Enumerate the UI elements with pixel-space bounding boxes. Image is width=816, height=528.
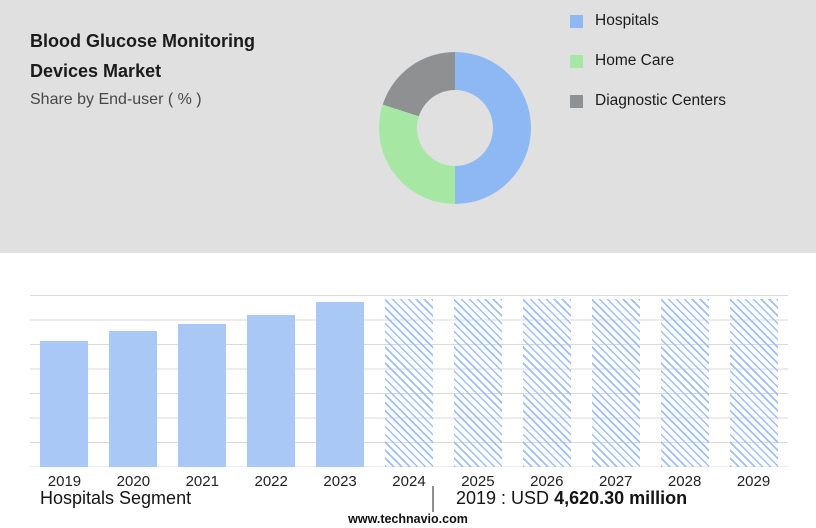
bar-2019: [40, 340, 89, 467]
caption-value-bold: 4,620.30 million: [554, 488, 688, 508]
legend-label-home-care: Home Care: [595, 52, 675, 69]
bar-2024: [384, 299, 433, 467]
legend-item-home-care: Home Care: [570, 52, 726, 69]
legend-item-diagnostic-centers: Diagnostic Centers: [570, 92, 726, 109]
bar-2026: [522, 299, 571, 467]
caption-value-prefix: 2019 : USD: [456, 488, 555, 508]
donut-hole: [417, 90, 493, 166]
legend-item-hospitals: Hospitals: [570, 12, 726, 29]
caption-row: Hospitals Segment 2019 : USD 4,620.30 mi…: [0, 486, 816, 514]
bar-2025: [453, 299, 502, 467]
bar-2020: [109, 331, 158, 467]
x-tick-2025: 2025: [461, 473, 495, 490]
donut-legend: Hospitals Home Care Diagnostic Centers: [570, 12, 726, 134]
legend-swatch-home-care: [570, 54, 583, 68]
segment-label: Hospitals Segment: [40, 488, 192, 508]
header-panel: Blood Glucose Monitoring Devices Market …: [0, 0, 816, 253]
bar-2027: [591, 299, 640, 467]
title-block: Blood Glucose Monitoring Devices Market …: [30, 26, 255, 109]
bar-2022: [247, 314, 296, 467]
bars-row: [30, 295, 788, 467]
x-tick-2020: 2020: [116, 473, 151, 490]
x-tick-2029: 2029: [736, 473, 771, 490]
bar-slot-2023: [306, 295, 375, 467]
bar-2023: [316, 302, 365, 467]
legend-swatch-hospitals: [570, 14, 583, 28]
bar-slot-2024: [375, 295, 444, 467]
bar-2021: [178, 324, 227, 467]
bar-2028: [660, 299, 709, 467]
bar-slot-2029: [719, 295, 788, 467]
bar-slot-2022: [237, 295, 306, 467]
caption-separator: [432, 486, 434, 512]
legend-swatch-diagnostic-centers: [570, 94, 583, 108]
x-tick-2026: 2026: [530, 473, 564, 490]
page-title-line1: Blood Glucose Monitoring: [30, 31, 255, 51]
bar-2029: [729, 299, 778, 467]
caption-value: 2019 : USD 4,620.30 million: [456, 488, 687, 509]
bar-slot-2019: [30, 295, 99, 467]
x-tick-2027: 2027: [599, 473, 633, 490]
footer-url: www.technavio.com: [348, 512, 468, 526]
bar-slot-2027: [581, 295, 650, 467]
x-tick-2024: 2024: [392, 473, 426, 490]
bar-slot-2028: [650, 295, 719, 467]
x-tick-2023: 2023: [323, 473, 357, 490]
legend-label-hospitals: Hospitals: [595, 12, 659, 29]
bar-slot-2025: [443, 295, 512, 467]
x-tick-2022: 2022: [254, 473, 288, 490]
x-axis: 2019 2020 2021 2022 2023 2024 2025 2026 2027 2028…: [30, 473, 788, 490]
bar-slot-2021: [168, 295, 237, 467]
x-tick-2019: 2019: [47, 473, 82, 490]
page-subtitle: Share by End-user ( % ): [30, 91, 202, 108]
x-tick-2021: 2021: [185, 473, 219, 490]
bar-slot-2026: [512, 295, 581, 467]
x-tick-2028: 2028: [667, 473, 702, 490]
bar-chart: [30, 295, 788, 467]
page-title-line2: Devices Market: [30, 61, 162, 81]
legend-label-diagnostic-centers: Diagnostic Centers: [595, 92, 726, 109]
bar-slot-2020: [99, 295, 168, 467]
donut-chart: [379, 52, 531, 204]
